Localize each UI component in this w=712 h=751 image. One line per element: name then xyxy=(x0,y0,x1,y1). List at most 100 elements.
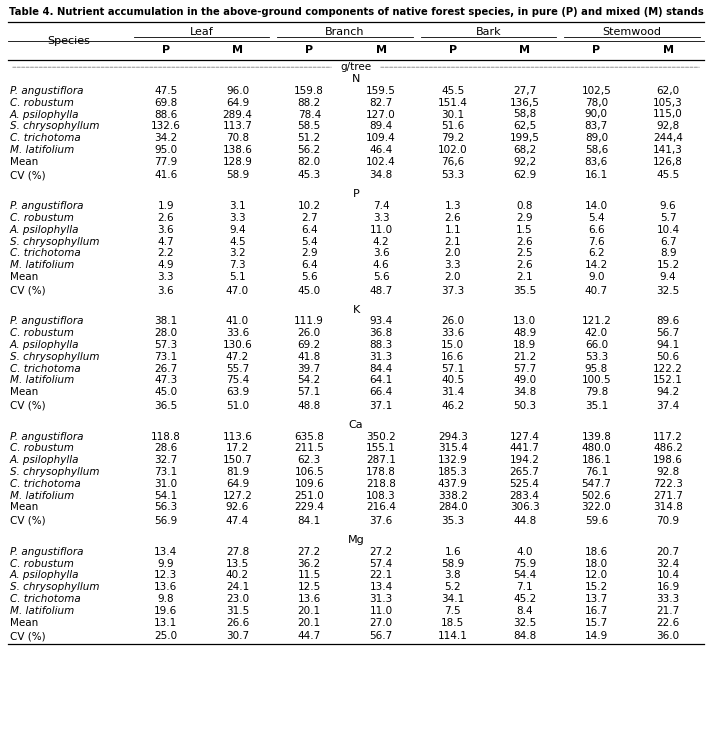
Text: 3.1: 3.1 xyxy=(229,201,246,211)
Text: 55.7: 55.7 xyxy=(226,363,249,373)
Text: 15.2: 15.2 xyxy=(585,582,608,592)
Text: 437.9: 437.9 xyxy=(438,478,468,489)
Text: P: P xyxy=(352,189,360,199)
Text: S. chrysophyllum: S. chrysophyllum xyxy=(10,582,100,592)
Text: 122.2: 122.2 xyxy=(653,363,683,373)
Text: 11.0: 11.0 xyxy=(370,606,392,616)
Text: C. robustum: C. robustum xyxy=(10,98,74,107)
Text: 62,5: 62,5 xyxy=(513,122,536,131)
Text: 486.2: 486.2 xyxy=(653,443,683,454)
Text: 79.2: 79.2 xyxy=(441,133,464,143)
Text: M. latifolium: M. latifolium xyxy=(10,606,74,616)
Text: C. robustum: C. robustum xyxy=(10,559,74,569)
Text: 59.6: 59.6 xyxy=(585,516,608,526)
Text: Mg: Mg xyxy=(347,535,365,545)
Text: 26.0: 26.0 xyxy=(298,328,321,338)
Text: 159.8: 159.8 xyxy=(294,86,324,96)
Text: 102.4: 102.4 xyxy=(366,157,396,167)
Text: 76.1: 76.1 xyxy=(585,467,608,477)
Text: 13.4: 13.4 xyxy=(154,547,177,556)
Text: C. trichotoma: C. trichotoma xyxy=(10,594,80,604)
Text: P. angustiflora: P. angustiflora xyxy=(10,547,83,556)
Text: 480.0: 480.0 xyxy=(582,443,611,454)
Text: 81.9: 81.9 xyxy=(226,467,249,477)
Text: 53.3: 53.3 xyxy=(441,170,464,180)
Text: 251.0: 251.0 xyxy=(294,490,324,500)
Text: M: M xyxy=(375,46,387,56)
Text: P. angustiflora: P. angustiflora xyxy=(10,201,83,211)
Text: 25.0: 25.0 xyxy=(154,631,177,641)
Text: 82.7: 82.7 xyxy=(370,98,392,107)
Text: 38.1: 38.1 xyxy=(154,316,177,326)
Text: 10.4: 10.4 xyxy=(656,570,680,581)
Text: 36.5: 36.5 xyxy=(154,401,177,411)
Text: 84.1: 84.1 xyxy=(298,516,321,526)
Text: S. chrysophyllum: S. chrysophyllum xyxy=(10,237,100,246)
Text: 94.2: 94.2 xyxy=(656,387,680,397)
Text: 53.3: 53.3 xyxy=(585,351,608,362)
Text: 40.2: 40.2 xyxy=(226,570,249,581)
Text: CV (%): CV (%) xyxy=(10,631,46,641)
Text: 1.6: 1.6 xyxy=(444,547,461,556)
Text: 2.7: 2.7 xyxy=(301,213,318,223)
Text: 24.1: 24.1 xyxy=(226,582,249,592)
Text: 271.7: 271.7 xyxy=(653,490,683,500)
Text: Species: Species xyxy=(48,36,90,47)
Text: 2.2: 2.2 xyxy=(157,249,174,258)
Text: P: P xyxy=(592,46,600,56)
Text: 16.6: 16.6 xyxy=(441,351,464,362)
Text: 31.3: 31.3 xyxy=(370,351,392,362)
Text: 39.7: 39.7 xyxy=(298,363,321,373)
Text: 66.0: 66.0 xyxy=(585,340,608,350)
Text: 109.4: 109.4 xyxy=(366,133,396,143)
Text: S. chrysophyllum: S. chrysophyllum xyxy=(10,351,100,362)
Text: 26.7: 26.7 xyxy=(154,363,177,373)
Text: 44.7: 44.7 xyxy=(298,631,321,641)
Text: 41.6: 41.6 xyxy=(154,170,177,180)
Text: 69.8: 69.8 xyxy=(154,98,177,107)
Text: 51.2: 51.2 xyxy=(298,133,321,143)
Text: 47.4: 47.4 xyxy=(226,516,249,526)
Text: 58.9: 58.9 xyxy=(226,170,249,180)
Text: CV (%): CV (%) xyxy=(10,401,46,411)
Text: 9.8: 9.8 xyxy=(157,594,174,604)
Text: 34.2: 34.2 xyxy=(154,133,177,143)
Text: 56.2: 56.2 xyxy=(298,145,321,155)
Text: 27.2: 27.2 xyxy=(298,547,321,556)
Text: 54.1: 54.1 xyxy=(154,490,177,500)
Text: Leaf: Leaf xyxy=(189,27,214,37)
Text: 7.3: 7.3 xyxy=(229,260,246,270)
Text: CV (%): CV (%) xyxy=(10,285,46,295)
Text: 6.2: 6.2 xyxy=(588,249,604,258)
Text: 46.2: 46.2 xyxy=(441,401,464,411)
Text: S. chrysophyllum: S. chrysophyllum xyxy=(10,467,100,477)
Text: 1.9: 1.9 xyxy=(157,201,174,211)
Text: 9.9: 9.9 xyxy=(157,559,174,569)
Text: 5.2: 5.2 xyxy=(444,582,461,592)
Text: 265.7: 265.7 xyxy=(510,467,540,477)
Text: 314.8: 314.8 xyxy=(653,502,683,512)
Text: A. psilophylla: A. psilophylla xyxy=(10,570,80,581)
Text: 56.3: 56.3 xyxy=(154,502,177,512)
Text: 102.0: 102.0 xyxy=(438,145,468,155)
Text: 57.4: 57.4 xyxy=(370,559,392,569)
Text: 70.9: 70.9 xyxy=(656,516,680,526)
Text: 45.2: 45.2 xyxy=(513,594,536,604)
Text: 7.5: 7.5 xyxy=(444,606,461,616)
Text: C. trichotoma: C. trichotoma xyxy=(10,249,80,258)
Text: 32.5: 32.5 xyxy=(513,617,536,628)
Text: 49.0: 49.0 xyxy=(513,376,536,385)
Text: 115,0: 115,0 xyxy=(653,110,683,119)
Text: 48.8: 48.8 xyxy=(298,401,321,411)
Text: CV (%): CV (%) xyxy=(10,170,46,180)
Text: 9.6: 9.6 xyxy=(660,201,676,211)
Text: 63.9: 63.9 xyxy=(226,387,249,397)
Text: 15.2: 15.2 xyxy=(656,260,680,270)
Text: 13.5: 13.5 xyxy=(226,559,249,569)
Text: 75.9: 75.9 xyxy=(513,559,536,569)
Text: 109.6: 109.6 xyxy=(294,478,324,489)
Text: Ca: Ca xyxy=(349,420,363,430)
Text: 58,6: 58,6 xyxy=(585,145,608,155)
Text: 18.5: 18.5 xyxy=(441,617,464,628)
Text: 95.0: 95.0 xyxy=(154,145,177,155)
